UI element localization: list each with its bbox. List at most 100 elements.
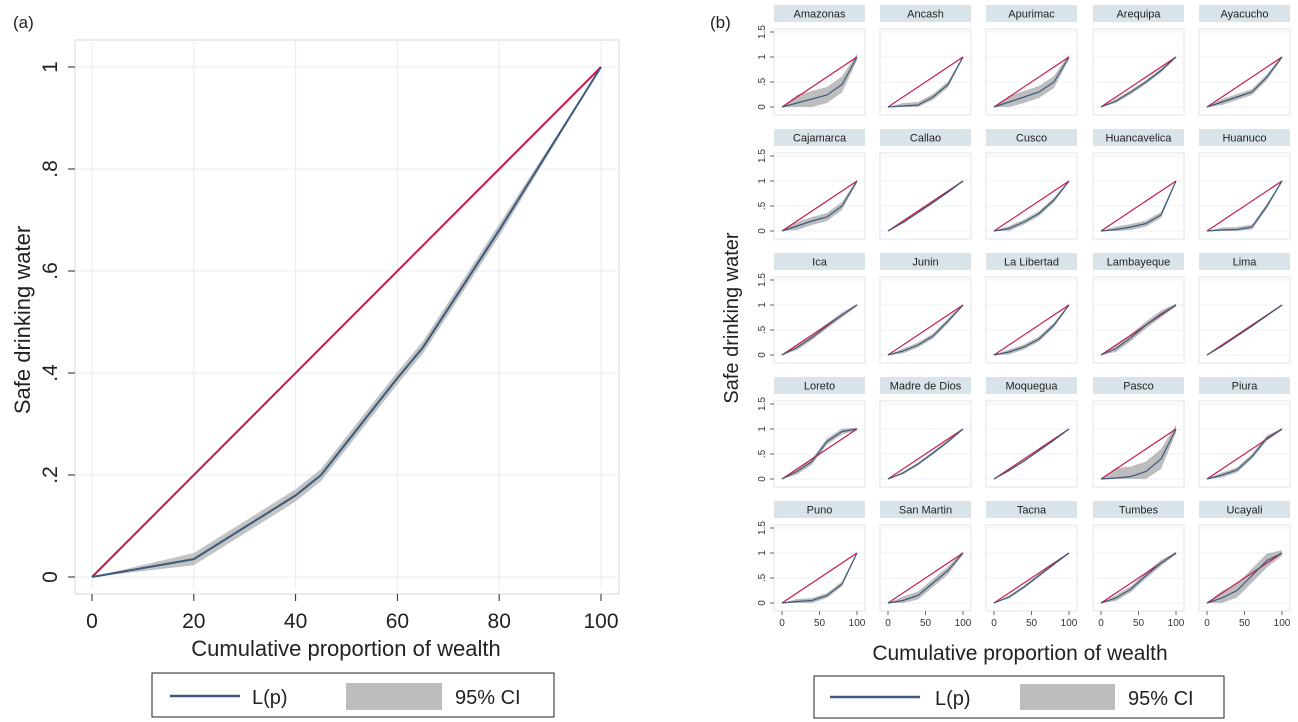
facet-title: Arequipa [1116, 9, 1161, 21]
facet-lambayeque: Lambayeque [1092, 253, 1185, 364]
facet-plot-area [1092, 28, 1185, 116]
facet-equality-line [1100, 304, 1177, 356]
panel-b-legend: L(p) 95% CI [813, 675, 1225, 719]
panel-a-x-tick-label: 20 [182, 610, 205, 633]
facet-ucayali: Ucayali 0 50 100 [1198, 501, 1291, 629]
facet-strip [1093, 501, 1184, 518]
facet-lorenz-line [781, 180, 858, 232]
facet-y-tick-label: 1 [757, 178, 768, 184]
panel-a-ticks: 0 20 40 60 80 100 0 .2 .4 .6 .8 1 [39, 61, 619, 633]
facet-plot-area [1092, 276, 1185, 364]
facet-strip [774, 501, 865, 518]
facet-x-tick-label: 0 [1098, 618, 1104, 629]
facet-lorenz-line [781, 304, 858, 356]
facet-equality-line [1206, 180, 1283, 232]
facet-plot-area [985, 152, 1078, 240]
facet-equality-line [1206, 428, 1283, 480]
facet-ancash: Ancash [879, 5, 972, 116]
facet-plot-area [985, 524, 1078, 612]
facet-title: Huancavelica [1105, 133, 1172, 145]
facet-y-tick-label: .5 [757, 77, 768, 86]
facet-lorenz-line [993, 180, 1070, 232]
facet-san-martin: San Martin 0 50 100 [879, 501, 972, 629]
facet-equality-line [993, 56, 1070, 108]
panel-b-label: (b) [710, 13, 731, 32]
facet-lima: Lima [1198, 253, 1291, 364]
facet-y-tick-label: 1 [757, 426, 768, 432]
panel-a-legend-line-label: L(p) [252, 687, 288, 709]
facet-huanuco: Huanuco [1198, 129, 1291, 240]
facet-plot-area [773, 400, 866, 488]
facet-x-tick-label: 50 [814, 618, 826, 629]
panel-a-legend-band-swatch [346, 683, 442, 710]
facet-equality-line [887, 428, 964, 480]
facet-tumbes: Tumbes 0 50 100 [1092, 501, 1185, 629]
facet-strip [880, 377, 971, 394]
facet-plot-area [985, 276, 1078, 364]
facet-callao: Callao [879, 129, 972, 240]
facet-plot-area [1198, 152, 1291, 240]
facet-ci-band [994, 304, 1069, 355]
facet-y-tick-label: 1 [757, 54, 768, 60]
panel-a-plot-area [74, 39, 620, 595]
panel-a-x-tick-label: 60 [386, 610, 409, 633]
facet-equality-line [1206, 552, 1283, 604]
facet-y-tick-label: 1.5 [757, 397, 768, 411]
facet-lorenz-line [1206, 304, 1283, 356]
facet-title: Loreto [804, 381, 835, 393]
facet-lorenz-line [993, 304, 1070, 356]
facet-strip [1093, 129, 1184, 146]
facet-puno: Puno 0 .5 1 1.5 0 50 100 [757, 501, 866, 629]
facet-title: Junin [912, 257, 938, 269]
facet-equality-line [993, 304, 1070, 356]
facet-title: Callao [910, 133, 941, 145]
panel-a-x-tick-label: 100 [583, 610, 618, 633]
panel-a-y-axis-label: Safe drinking water [10, 226, 35, 414]
facet-y-tick-label: 1 [757, 550, 768, 556]
facet-plot-area [1198, 28, 1291, 116]
facet-strip [1199, 377, 1290, 394]
facet-title: La Libertad [1004, 257, 1059, 269]
facet-strip [986, 129, 1077, 146]
facet-plot-area [985, 400, 1078, 488]
facet-plot-area [1198, 276, 1291, 364]
facet-x-tick-label: 0 [885, 618, 891, 629]
facet-x-tick-label: 0 [1204, 618, 1210, 629]
facet-strip [880, 5, 971, 22]
facet-ci-band [1101, 179, 1176, 231]
panel-a-equality-line [91, 66, 602, 578]
facet-lorenz-line [993, 428, 1070, 480]
panel-b-legend-band-swatch [1020, 684, 1115, 710]
panel-a-grid [76, 42, 618, 589]
facet-x-tick-label: 100 [1274, 618, 1291, 629]
facet-title: Cajamarca [793, 133, 847, 145]
facet-plot-area [1092, 524, 1185, 612]
facet-huancavelica: Huancavelica [1092, 129, 1185, 240]
facet-strip [1199, 129, 1290, 146]
facet-x-tick-label: 50 [1239, 618, 1251, 629]
panel-a-x-tick-label: 40 [284, 610, 307, 633]
facet-x-tick-label: 0 [779, 618, 785, 629]
facet-cajamarca: Cajamarca 0 .5 1 1.5 [757, 129, 866, 240]
facet-strip [774, 5, 865, 22]
facet-strip [774, 253, 865, 270]
facet-lorenz-line [1206, 428, 1283, 480]
panel-b-x-axis-label: Cumulative proportion of wealth [872, 642, 1167, 665]
facet-y-tick-label: 1.5 [757, 149, 768, 163]
panel-a-y-tick-label: .2 [39, 466, 62, 484]
facet-equality-line [781, 56, 858, 108]
facet-equality-line [781, 552, 858, 604]
facet-y-tick-label: 0 [757, 476, 768, 482]
facet-y-tick-label: .5 [757, 449, 768, 458]
panel-a-y-tick-label: .6 [39, 262, 62, 280]
facet-strip [1093, 5, 1184, 22]
facet-ci-band [1207, 428, 1282, 479]
facet-ci-band [1207, 55, 1282, 107]
facet-tacna: Tacna 0 50 100 [985, 501, 1078, 629]
panel-a-y-tick-label: .8 [39, 160, 62, 178]
facet-piura: Piura [1198, 377, 1291, 488]
facet-junin: Junin [879, 253, 972, 364]
facet-title: Apurimac [1008, 9, 1055, 21]
facet-ci-band [1101, 551, 1176, 603]
